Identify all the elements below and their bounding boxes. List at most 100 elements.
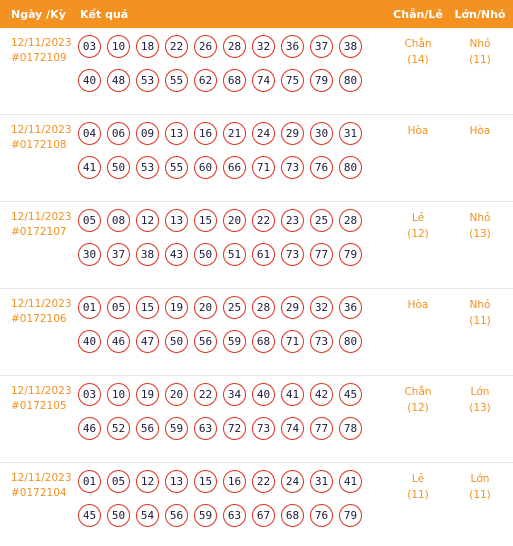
lonnho-stat: Nhỏ (11) — [449, 297, 511, 329]
ball-line: 40 48 53 55 62 68 74 75 79 80 — [78, 69, 368, 92]
number-ball: 20 — [194, 296, 217, 319]
chanle-stat: Lẻ (12) — [387, 210, 449, 242]
lonnho-stat: Lớn (13) — [449, 384, 511, 416]
number-ball: 71 — [281, 330, 304, 353]
result-balls: 04 06 09 13 16 21 24 29 30 31 41 50 53 55 60 66 71 73 76 80 — [78, 122, 368, 190]
number-ball: 30 — [78, 243, 101, 266]
lonnho-stat: Hòa — [449, 123, 511, 139]
lonnho-value: Nhỏ — [469, 38, 491, 50]
number-ball: 10 — [107, 383, 130, 406]
number-ball: 22 — [165, 35, 188, 58]
draw-id[interactable]: #0172107 — [11, 226, 67, 238]
chanle-stat: Hòa — [387, 297, 449, 313]
number-ball: 73 — [281, 243, 304, 266]
result-balls: 03 10 19 20 22 34 40 41 42 45 46 52 56 59 63 72 73 74 77 78 — [78, 383, 368, 451]
result-balls: 01 05 15 19 20 25 28 29 32 36 40 46 47 50 56 59 68 71 73 80 — [78, 296, 368, 364]
draw-info: 12/11/2023 #0172106 — [11, 297, 72, 327]
chanle-value: Chẵn — [404, 38, 432, 50]
draw-id[interactable]: #0172109 — [11, 52, 67, 64]
table-row: 12/11/2023 #0172107 05 08 12 13 15 20 22 23 25 28 30… — [0, 202, 513, 289]
number-ball: 50 — [194, 243, 217, 266]
number-ball: 63 — [223, 504, 246, 527]
number-ball: 56 — [165, 504, 188, 527]
lonnho-count: (13) — [469, 402, 491, 414]
number-ball: 50 — [107, 504, 130, 527]
number-ball: 75 — [281, 69, 304, 92]
result-balls: 01 05 12 13 15 16 22 24 31 41 45 50 54 56 59 63 67 68 76 79 — [78, 470, 368, 538]
number-ball: 13 — [165, 209, 188, 232]
lonnho-value: Nhỏ — [469, 212, 491, 224]
chanle-stat: Chẵn (12) — [387, 384, 449, 416]
number-ball: 01 — [78, 470, 101, 493]
draw-date: 12/11/2023 — [11, 124, 72, 136]
ball-line: 01 05 15 19 20 25 28 29 32 36 — [78, 296, 368, 319]
number-ball: 36 — [281, 35, 304, 58]
number-ball: 59 — [223, 330, 246, 353]
chanle-stat: Hòa — [387, 123, 449, 139]
ball-line: 03 10 18 22 26 28 32 36 37 38 — [78, 35, 368, 58]
number-ball: 77 — [310, 243, 333, 266]
number-ball: 22 — [252, 209, 275, 232]
number-ball: 03 — [78, 383, 101, 406]
number-ball: 03 — [78, 35, 101, 58]
number-ball: 48 — [107, 69, 130, 92]
draw-info: 12/11/2023 #0172107 — [11, 210, 72, 240]
number-ball: 04 — [78, 122, 101, 145]
number-ball: 53 — [136, 69, 159, 92]
number-ball: 12 — [136, 470, 159, 493]
number-ball: 51 — [223, 243, 246, 266]
chanle-value: Hòa — [407, 299, 429, 311]
result-balls: 03 10 18 22 26 28 32 36 37 38 40 48 53 55 62 68 74 75 79 80 — [78, 35, 368, 103]
draw-date: 12/11/2023 — [11, 385, 72, 397]
number-ball: 26 — [194, 35, 217, 58]
number-ball: 29 — [281, 296, 304, 319]
number-ball: 08 — [107, 209, 130, 232]
draw-id[interactable]: #0172105 — [11, 400, 67, 412]
lonnho-stat: Nhỏ (13) — [449, 210, 511, 242]
number-ball: 36 — [339, 296, 362, 319]
number-ball: 31 — [339, 122, 362, 145]
number-ball: 05 — [107, 296, 130, 319]
table-row: 12/11/2023 #0172109 03 10 18 22 26 28 32 36 37 38 40… — [0, 28, 513, 115]
number-ball: 32 — [310, 296, 333, 319]
number-ball: 31 — [310, 470, 333, 493]
number-ball: 80 — [339, 330, 362, 353]
number-ball: 24 — [252, 122, 275, 145]
number-ball: 10 — [107, 35, 130, 58]
number-ball: 38 — [136, 243, 159, 266]
draw-id[interactable]: #0172106 — [11, 313, 67, 325]
number-ball: 46 — [107, 330, 130, 353]
ball-line: 46 52 56 59 63 72 73 74 77 78 — [78, 417, 368, 440]
number-ball: 55 — [165, 69, 188, 92]
ball-line: 01 05 12 13 15 16 22 24 31 41 — [78, 470, 368, 493]
draw-info: 12/11/2023 #0172104 — [11, 471, 72, 501]
number-ball: 05 — [107, 470, 130, 493]
number-ball: 76 — [310, 156, 333, 179]
chanle-count: (14) — [407, 54, 429, 66]
number-ball: 37 — [107, 243, 130, 266]
number-ball: 32 — [252, 35, 275, 58]
lonnho-count: (11) — [469, 315, 491, 327]
ball-line: 30 37 38 43 50 51 61 73 77 79 — [78, 243, 368, 266]
table-row: 12/11/2023 #0172106 01 05 15 19 20 25 28 29 32 36 40… — [0, 289, 513, 376]
draw-id[interactable]: #0172108 — [11, 139, 67, 151]
lonnho-stat: Lớn (11) — [449, 471, 511, 503]
number-ball: 41 — [78, 156, 101, 179]
draw-info: 12/11/2023 #0172108 — [11, 123, 72, 153]
ball-line: 45 50 54 56 59 63 67 68 76 79 — [78, 504, 368, 527]
number-ball: 79 — [339, 504, 362, 527]
number-ball: 53 — [136, 156, 159, 179]
number-ball: 29 — [281, 122, 304, 145]
number-ball: 43 — [165, 243, 188, 266]
lonnho-count: (11) — [469, 489, 491, 501]
lonnho-count: (11) — [469, 54, 491, 66]
number-ball: 59 — [165, 417, 188, 440]
ball-line: 41 50 53 55 60 66 71 73 76 80 — [78, 156, 368, 179]
number-ball: 01 — [78, 296, 101, 319]
number-ball: 63 — [194, 417, 217, 440]
chanle-value: Hòa — [407, 125, 429, 137]
chanle-count: (12) — [407, 402, 429, 414]
draw-id[interactable]: #0172104 — [11, 487, 67, 499]
number-ball: 60 — [194, 156, 217, 179]
